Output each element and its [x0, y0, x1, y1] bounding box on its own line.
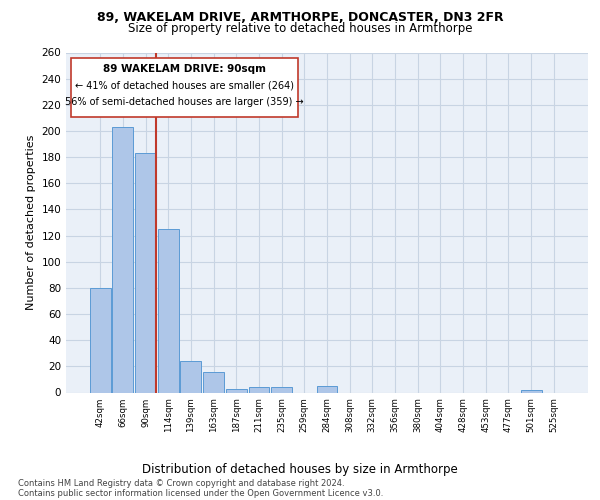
- Bar: [271, 388, 292, 392]
- Bar: [226, 388, 247, 392]
- Text: Contains HM Land Registry data © Crown copyright and database right 2024.: Contains HM Land Registry data © Crown c…: [18, 479, 344, 488]
- Text: Contains public sector information licensed under the Open Government Licence v3: Contains public sector information licen…: [18, 489, 383, 498]
- Bar: [317, 386, 337, 392]
- Bar: [90, 288, 110, 393]
- Bar: [248, 388, 269, 392]
- Bar: [158, 229, 179, 392]
- Bar: [112, 127, 133, 392]
- Text: Distribution of detached houses by size in Armthorpe: Distribution of detached houses by size …: [142, 462, 458, 475]
- Text: ← 41% of detached houses are smaller (264): ← 41% of detached houses are smaller (26…: [75, 80, 294, 90]
- Text: Size of property relative to detached houses in Armthorpe: Size of property relative to detached ho…: [128, 22, 472, 35]
- Bar: [521, 390, 542, 392]
- Bar: [181, 361, 202, 392]
- FancyBboxPatch shape: [71, 58, 298, 117]
- Bar: [203, 372, 224, 392]
- Text: 56% of semi-detached houses are larger (359) →: 56% of semi-detached houses are larger (…: [65, 96, 304, 106]
- Y-axis label: Number of detached properties: Number of detached properties: [26, 135, 36, 310]
- Bar: [135, 153, 156, 392]
- Text: 89, WAKELAM DRIVE, ARMTHORPE, DONCASTER, DN3 2FR: 89, WAKELAM DRIVE, ARMTHORPE, DONCASTER,…: [97, 11, 503, 24]
- Text: 89 WAKELAM DRIVE: 90sqm: 89 WAKELAM DRIVE: 90sqm: [103, 64, 266, 74]
